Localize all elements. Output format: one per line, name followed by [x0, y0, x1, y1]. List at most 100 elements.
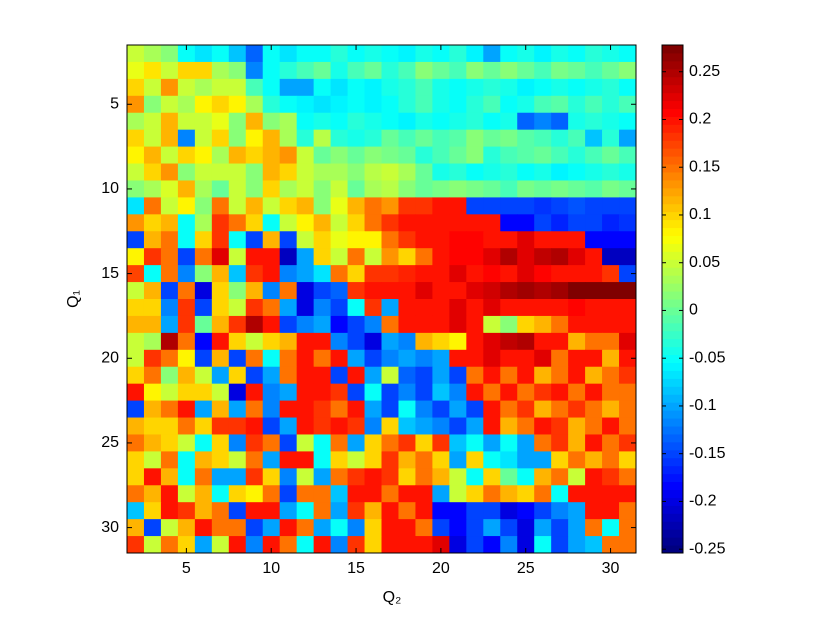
heatmap-cell — [449, 61, 467, 80]
heatmap-cell — [415, 265, 433, 283]
heatmap-cell — [177, 180, 196, 198]
heatmap-cell — [262, 519, 281, 537]
heatmap-cell — [296, 95, 315, 114]
colorbar-band — [662, 537, 683, 546]
heatmap-cell — [262, 248, 281, 266]
heatmap-cell — [619, 197, 637, 215]
heatmap-cell — [466, 299, 484, 317]
heatmap-cell — [160, 248, 179, 266]
heatmap-cell — [517, 95, 535, 114]
heatmap-cell — [127, 129, 145, 148]
heatmap-cell — [432, 129, 450, 148]
heatmap-cell — [228, 95, 247, 114]
heatmap-cell — [262, 502, 281, 520]
heatmap-cell — [551, 163, 569, 181]
heatmap-cell — [585, 299, 603, 317]
heatmap-cell — [143, 315, 162, 334]
heatmap-cell — [228, 536, 247, 554]
heatmap-cell — [415, 502, 433, 520]
colorbar-band — [662, 529, 683, 538]
heatmap-cell — [466, 434, 484, 452]
heatmap-cell — [500, 197, 518, 215]
heatmap-cell — [262, 282, 281, 300]
heatmap-cell — [551, 61, 569, 80]
colorbar-band — [662, 251, 683, 260]
colorbar-band — [662, 338, 683, 348]
heatmap-cell — [194, 197, 213, 215]
heatmap-cell — [415, 45, 433, 63]
heatmap-cell — [143, 485, 162, 503]
heatmap-cell — [568, 536, 586, 554]
heatmap-cell — [483, 95, 501, 114]
heatmap-cell — [330, 349, 349, 368]
heatmap-cell — [381, 95, 399, 114]
heatmap-cell — [211, 214, 230, 232]
heatmap-cell — [330, 146, 349, 165]
heatmap-cell — [330, 282, 349, 300]
heatmap-cell — [194, 366, 213, 385]
heatmap-cell — [585, 112, 603, 131]
heatmap-cell — [466, 163, 484, 181]
heatmap-cell — [211, 485, 230, 503]
heatmap-cell — [398, 400, 416, 419]
heatmap-cell — [211, 248, 230, 266]
heatmap-cell — [449, 112, 467, 131]
heatmap-cell — [415, 214, 433, 232]
heatmap-cell — [347, 112, 366, 131]
heatmap-cell — [432, 315, 450, 334]
heatmap-cell — [568, 45, 586, 63]
colorbar-band — [662, 84, 683, 94]
heatmap-cell — [466, 231, 484, 249]
heatmap-cell — [568, 197, 586, 215]
heatmap-cell — [364, 536, 382, 554]
heatmap-cell — [364, 78, 382, 97]
heatmap-cell — [364, 332, 382, 351]
heatmap-cell — [568, 214, 586, 232]
heatmap-cell — [483, 485, 501, 503]
heatmap-cell — [500, 299, 518, 317]
heatmap-cell — [279, 519, 298, 537]
heatmap-cell — [143, 214, 162, 232]
heatmap-cell — [483, 434, 501, 452]
heatmap-cell — [245, 366, 264, 385]
heatmap-cell — [398, 366, 416, 385]
heatmap-cell — [160, 332, 179, 351]
heatmap-cell — [585, 434, 603, 452]
heatmap-cell — [296, 536, 315, 554]
heatmap-cell — [194, 61, 213, 80]
heatmap-cell — [279, 417, 298, 435]
heatmap-cell — [279, 299, 298, 317]
heatmap-cell — [364, 502, 382, 520]
heatmap-cell — [602, 536, 620, 554]
heatmap-cell — [432, 332, 450, 351]
heatmap-cell — [415, 78, 433, 97]
heatmap-cell — [262, 214, 281, 232]
heatmap-cell — [228, 434, 247, 452]
heatmap-cell — [330, 536, 349, 554]
heatmap-cell — [211, 231, 230, 249]
heatmap-cell — [296, 299, 315, 317]
heatmap-cell — [500, 451, 518, 469]
colorbar-band — [662, 378, 683, 387]
heatmap-cell — [194, 400, 213, 419]
heatmap-cell — [228, 231, 247, 249]
colorbar-tick-label: -0.25 — [689, 540, 726, 557]
heatmap-cell — [194, 265, 213, 283]
colorbar-band — [662, 497, 683, 506]
heatmap-cell — [194, 519, 213, 537]
heatmap-cell — [432, 383, 450, 402]
colorbar-band — [662, 291, 683, 300]
heatmap-cell — [517, 61, 535, 80]
heatmap-cell — [619, 383, 637, 402]
heatmap-cell — [262, 451, 281, 469]
heatmap-cell — [228, 383, 247, 402]
x-tick-label: 30 — [602, 560, 620, 577]
heatmap-cell — [449, 163, 467, 181]
heatmap-cell — [313, 502, 332, 520]
heatmap-cell — [483, 349, 501, 368]
heatmap-cell — [415, 519, 433, 537]
heatmap-cell — [279, 129, 298, 148]
heatmap-cell — [500, 248, 518, 266]
heatmap-cell — [279, 383, 298, 402]
heatmap-cell — [279, 400, 298, 419]
